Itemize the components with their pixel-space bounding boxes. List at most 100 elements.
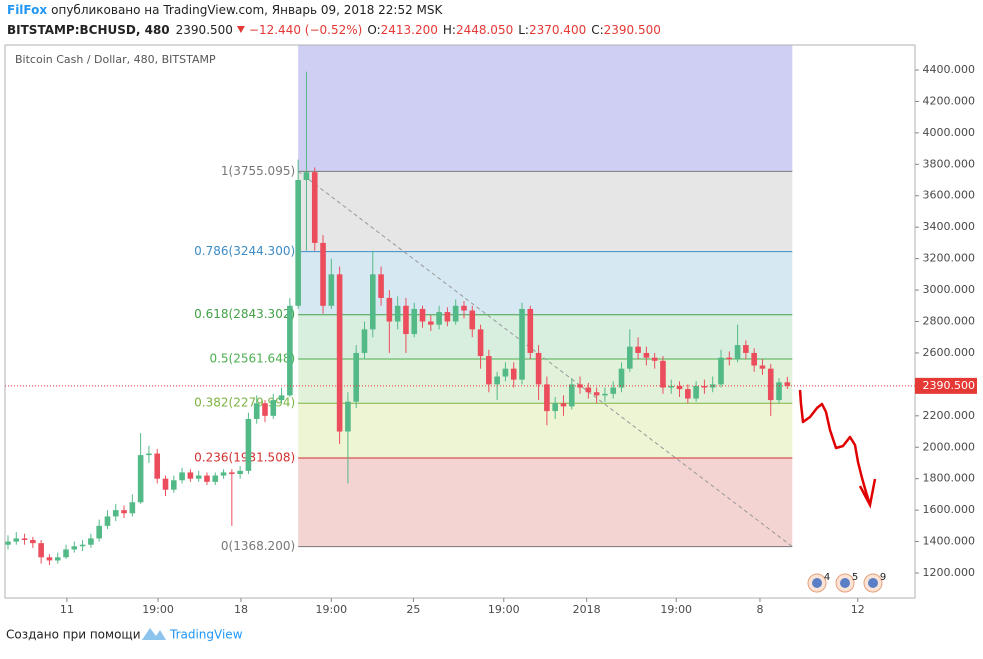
fib-label: 0.618(2843.302) [194, 307, 295, 321]
candle-body [112, 510, 119, 517]
candle-body [5, 541, 11, 545]
candle-body [568, 384, 575, 407]
candle-body [54, 557, 61, 561]
candle-body [502, 368, 509, 377]
candle-body [718, 357, 724, 385]
fib-zone [298, 45, 793, 172]
candle-body [585, 387, 592, 393]
candle-body [452, 305, 459, 322]
candle-body [436, 312, 442, 325]
event-count: 5 [852, 572, 858, 583]
ohlc-value: 2413.200 [381, 23, 438, 37]
candle-body [146, 453, 152, 456]
x-tick-label: 2018 [573, 603, 601, 616]
candle-body [394, 305, 401, 322]
y-tick-label: 1600.000 [923, 503, 976, 516]
candle-body [237, 470, 243, 474]
x-tick-label: 8 [756, 603, 763, 616]
candle-body [494, 376, 500, 385]
ohlc-value: 2370.400 [529, 23, 586, 37]
candle-body [345, 401, 351, 432]
fib-zone [298, 314, 793, 359]
candle-body [428, 321, 434, 325]
candle-body [411, 308, 418, 335]
candle-body [610, 387, 617, 394]
footer-brand[interactable]: TradingView [169, 628, 243, 642]
ohlc-key: O: [367, 23, 380, 37]
candle-body [79, 544, 86, 547]
y-tick-label: 3600.000 [923, 189, 976, 202]
down-triangle [236, 26, 245, 33]
y-tick-label: 4200.000 [923, 94, 976, 107]
candle-body [544, 384, 550, 412]
y-tick-label: 2800.000 [923, 315, 976, 328]
candle-body [195, 475, 202, 479]
candle-body [469, 310, 476, 330]
candle-body [121, 510, 127, 514]
candle-body [137, 455, 144, 503]
candle-body [253, 403, 260, 419]
x-tick-label: 19:00 [142, 603, 174, 616]
y-tick-label: 2600.000 [923, 346, 976, 359]
fib-zone [298, 403, 793, 459]
candle-body [602, 393, 608, 396]
candle-body [320, 242, 326, 306]
arrow-head [858, 478, 877, 509]
y-tick-label: 4400.000 [923, 63, 976, 76]
y-tick-label: 2000.000 [923, 440, 976, 453]
symbol: BITSTAMP:BCHUSD, 480 [7, 23, 170, 37]
candle-body [154, 453, 161, 479]
symbol-line: BITSTAMP:BCHUSD, 480 2390.500 −12.440 (−0.… [7, 23, 661, 37]
candle-body [444, 312, 451, 322]
candle-body [162, 478, 169, 490]
candle-body [353, 352, 359, 402]
candle-body [386, 297, 393, 322]
event-count: 9 [880, 572, 886, 583]
candle-body [668, 385, 675, 388]
x-tick-label: 19:00 [660, 603, 692, 616]
candle-body [71, 546, 78, 550]
candle-body [63, 549, 69, 558]
candle-body [643, 352, 650, 358]
candle-body [535, 352, 542, 385]
candle-body [270, 400, 277, 416]
candle-body [38, 543, 44, 558]
fib-trend-line [297, 170, 793, 547]
candle-body [685, 389, 691, 399]
fib-label: 0.786(3244.300) [194, 244, 295, 258]
author: FilFox [7, 3, 47, 17]
event-flag [840, 578, 850, 588]
candle-body [461, 305, 467, 311]
candle-body [220, 472, 227, 476]
plot-area: 1(3755.095) 0.786(3244.300) 0.618(2843.302… [5, 45, 793, 566]
candle-body [784, 382, 791, 386]
last-price-label: 2390.500 [923, 379, 976, 392]
candle-body [46, 557, 53, 561]
candle-body [626, 346, 633, 369]
y-tick-label: 3400.000 [923, 220, 976, 233]
candle-body [245, 418, 252, 471]
candle-body [378, 274, 384, 298]
candle-body [759, 365, 766, 369]
y-tick-label: 3000.000 [923, 283, 976, 296]
candle-body [552, 403, 558, 412]
candle-body [336, 274, 343, 432]
ohlc-key: C: [591, 23, 603, 37]
candle-body [361, 329, 368, 353]
candle-body [30, 539, 36, 544]
publish-line: FilFox опубликовано на TradingView.com, Я… [7, 3, 444, 17]
candle-body [660, 360, 666, 388]
y-tick-label: 1400.000 [923, 535, 976, 548]
candle-body [486, 356, 492, 385]
candle-body [311, 172, 318, 243]
candle-body [577, 384, 583, 388]
x-tick-label: 25 [406, 603, 420, 616]
candle-body [726, 357, 733, 360]
candle-body [21, 538, 28, 540]
candle-body [693, 385, 699, 399]
candle-body [618, 368, 625, 388]
candle-body [328, 274, 335, 306]
candle-body [560, 403, 567, 407]
candle-body [734, 345, 741, 360]
